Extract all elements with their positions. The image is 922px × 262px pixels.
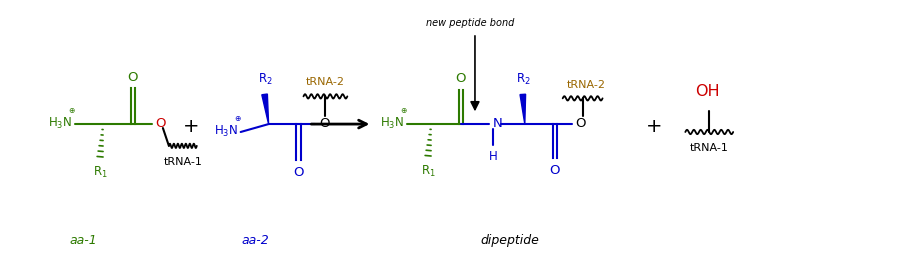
- Text: $\oplus$: $\oplus$: [234, 114, 242, 123]
- Text: O: O: [293, 166, 303, 179]
- Text: R$_1$: R$_1$: [93, 165, 108, 180]
- Text: O: O: [575, 117, 586, 130]
- Text: H$_3$N: H$_3$N: [214, 123, 238, 139]
- Polygon shape: [520, 94, 526, 124]
- Text: H$_3$N: H$_3$N: [48, 116, 72, 131]
- Text: O: O: [128, 70, 138, 84]
- Text: new peptide bond: new peptide bond: [426, 18, 514, 28]
- Polygon shape: [262, 94, 268, 124]
- Text: aa-1: aa-1: [69, 234, 97, 247]
- Text: H$_3$N: H$_3$N: [380, 116, 404, 131]
- Text: tRNA-1: tRNA-1: [690, 143, 728, 153]
- Text: R$_2$: R$_2$: [258, 72, 273, 88]
- Text: R$_1$: R$_1$: [420, 164, 435, 179]
- Text: $\oplus$: $\oplus$: [68, 106, 76, 115]
- Text: N: N: [493, 117, 502, 130]
- Text: OH: OH: [695, 84, 719, 99]
- Text: O: O: [319, 117, 330, 130]
- Text: R$_2$: R$_2$: [516, 72, 531, 88]
- Text: tRNA-2: tRNA-2: [567, 80, 606, 90]
- Text: $\oplus$: $\oplus$: [400, 106, 408, 115]
- Text: +: +: [183, 117, 199, 135]
- Text: +: +: [646, 117, 663, 135]
- Text: O: O: [155, 117, 165, 130]
- Text: tRNA-2: tRNA-2: [306, 78, 345, 88]
- Text: H: H: [489, 150, 497, 163]
- Text: O: O: [455, 73, 467, 85]
- Text: tRNA-1: tRNA-1: [163, 157, 202, 167]
- Text: aa-2: aa-2: [242, 234, 269, 247]
- Text: dipeptide: dipeptide: [480, 234, 539, 247]
- Text: O: O: [550, 164, 560, 177]
